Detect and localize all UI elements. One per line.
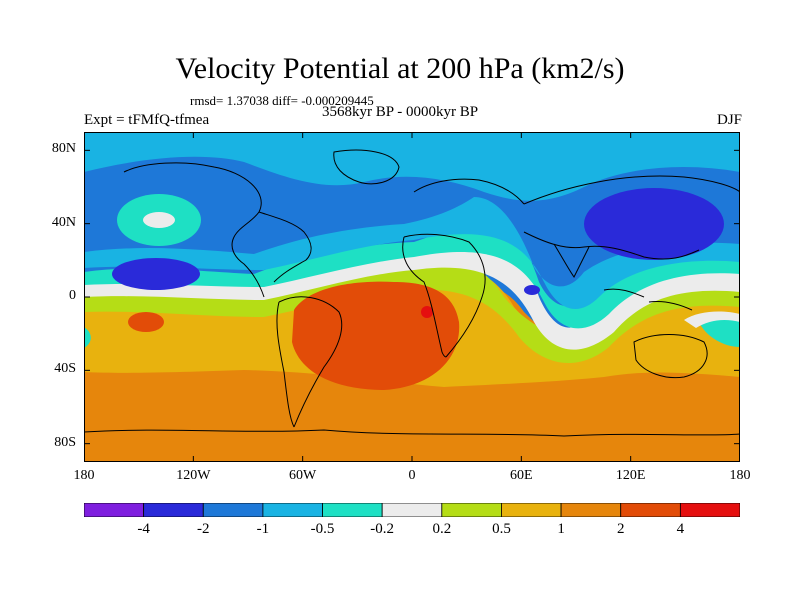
- coast-antarctica: [84, 429, 740, 437]
- field-min-wpac: [584, 188, 724, 260]
- field-peak-africa: [421, 306, 433, 318]
- axis-ticks: [84, 132, 740, 462]
- coast-greenland: [333, 149, 400, 185]
- coastlines: [84, 149, 740, 437]
- colorbar-segment: [322, 503, 383, 517]
- lat-label: 40N: [51, 214, 76, 230]
- coast-south-america: [278, 296, 343, 428]
- colorbar-segment: [202, 503, 264, 517]
- colorbar-segment: [143, 503, 204, 517]
- field-band-lightblue-north: [84, 132, 740, 201]
- field-cell-white-npac: [143, 212, 175, 228]
- coast-india: [553, 243, 590, 278]
- period-label: 3568kyr BP - 0000kyr BP: [322, 104, 479, 120]
- field-cell-white-eaus: [684, 311, 740, 328]
- coast-north-america: [123, 162, 265, 298]
- colorbar-label: 0.5: [492, 521, 511, 537]
- field-min-indian: [524, 285, 540, 295]
- colorbar-segment: [84, 503, 145, 517]
- lon-label: 60E: [510, 468, 533, 483]
- colorbar-label: -0.5: [310, 521, 335, 537]
- colorbar-label: -2: [197, 521, 210, 537]
- coast-europe: [413, 178, 525, 205]
- lon-label: 180: [73, 468, 95, 483]
- colorbar-label: -4: [137, 521, 150, 537]
- colorbar-segment: [381, 503, 443, 517]
- colorbar-segment: [679, 503, 740, 517]
- colorbar-label: 4: [676, 521, 685, 537]
- colorbar-label: 2: [616, 521, 625, 537]
- lat-label: 80N: [51, 141, 76, 157]
- season-label: DJF: [716, 112, 742, 128]
- coast-africa-west: [402, 236, 447, 358]
- lat-label: 80S: [54, 434, 76, 450]
- colorbar-label: 1: [557, 521, 565, 537]
- field-band-lightblue-mid: [84, 197, 740, 309]
- colorbar-segment: [262, 503, 323, 517]
- colorbar-segment: [501, 503, 562, 517]
- coast-south-america-west: [276, 301, 295, 428]
- field-min-npac: [112, 258, 200, 290]
- lon-label: 120W: [176, 468, 211, 483]
- map-plot: [84, 132, 740, 462]
- field-max-satlantic: [292, 281, 460, 390]
- lon-label: 0: [408, 468, 416, 483]
- coast-australia: [633, 334, 708, 379]
- colorbar-label: -1: [256, 521, 270, 537]
- experiment-label: Expt = tFMfQ-tfmea: [84, 112, 210, 128]
- colorbar-segment: [560, 503, 622, 517]
- lon-label: 180: [729, 468, 751, 483]
- field-cell-cyan-wedge: [84, 327, 91, 348]
- map-title: Velocity Potential at 200 hPa (km2/s): [175, 52, 625, 85]
- colorbar-segment: [441, 503, 502, 517]
- lat-label: 40S: [54, 361, 76, 377]
- colorbar-label: 0.2: [432, 521, 452, 537]
- stats-label: rmsd= 1.37038 diff= -0.000209445: [190, 93, 374, 108]
- coast-north-america-east: [258, 211, 312, 283]
- colorbar-label: -0.2: [370, 521, 395, 537]
- colorbar: [84, 503, 740, 517]
- field-band-white: [84, 227, 740, 350]
- coast-asia: [523, 175, 740, 205]
- lat-label: 0: [69, 288, 76, 303]
- colorbar-segment: [620, 503, 681, 517]
- field-max-spac: [128, 312, 164, 332]
- lon-label: 120E: [615, 468, 646, 483]
- coast-africa: [403, 233, 486, 358]
- lon-label: 60W: [289, 468, 317, 483]
- field-cell-cyan-eaus: [699, 316, 740, 347]
- coast-asia-south: [523, 231, 700, 260]
- coast-indonesia: [603, 288, 693, 311]
